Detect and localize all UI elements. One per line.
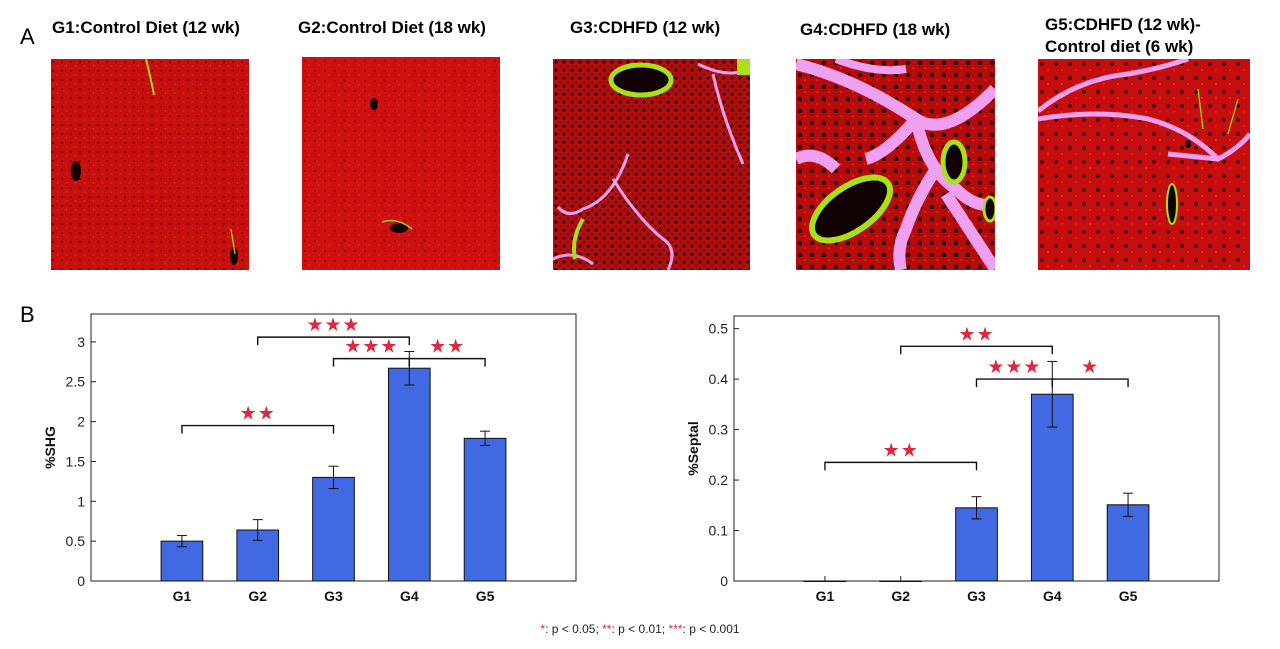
footnote-star-2: ** [602,622,612,636]
footnote-text-2: : p < 0.01; [611,622,669,636]
chart1-bar-g4 [387,367,431,582]
chart2-ytick-label-5: 0.5 [709,321,729,337]
chart2-significance-bracket-3 [1051,378,1129,388]
chart1-ytick-label-1: 0.5 [66,533,86,549]
chart1-xtick-label-g5: G5 [476,588,495,604]
liver-tissue-micrograph-cdhfd-18wk-icon [796,59,995,270]
chart1-significance-stars-1: ★★★ [306,314,360,336]
chart2-ytick-label-1: 0.1 [709,523,729,539]
image-title-g4: G4:CDHFD (18 wk) [800,20,951,39]
chart1-significance-stars-3: ★★ [429,336,465,358]
chart1-ytick-label-5: 2.5 [66,374,86,390]
chart2-significance-stars-3: ★ [1081,356,1099,378]
chart2-xtick-label-g5: G5 [1119,588,1138,604]
chart2-xtick-label-g2: G2 [891,588,910,604]
chart1-significance-bracket-1 [257,336,410,346]
chart1-significance-stars-2: ★★★ [344,336,398,358]
panel-label-a: A [20,24,35,49]
chart2-xtick-label-g1: G1 [816,588,835,604]
chart2-significance-stars-2: ★★★ [987,356,1041,378]
chart1-ylabel: %SHG [42,426,58,469]
chart2-bar-g2 [879,580,923,582]
chart2-xtick-label-g3: G3 [967,588,986,604]
chart2-significance-stars-1: ★★ [958,323,994,345]
image-title-g3: G3:CDHFD (12 wk) [570,18,721,37]
image-title-g2: G2:Control Diet (18 wk) [298,18,486,37]
chart2-ytick-label-4: 0.4 [709,371,729,387]
chart2-ytick-label-0: 0 [720,573,728,589]
liver-tissue-micrograph-cdhfd-recovery-icon [1038,59,1250,270]
chart1-xtick-label-g4: G4 [400,588,419,604]
chart1-xtick-label-g2: G2 [248,588,267,604]
chart2-ylabel: %Septal [685,421,701,475]
chart2-ytick-label-2: 0.2 [709,472,729,488]
chart1-ytick-label-6: 3 [77,334,85,350]
image-title-g5: G5:CDHFD (12 wk)- Control diet (6 wk) [1045,14,1201,58]
chart2-bar-g5 [1106,504,1150,582]
chart1-ytick-label-2: 1 [77,493,85,509]
chart2-significance-bracket-0 [824,461,978,471]
chart2-significance-bracket-1 [900,345,1053,355]
chart2-significance-bracket-2 [975,378,1053,388]
footnote-star-1: * [540,622,546,636]
chart1-ytick-label-3: 1.5 [66,453,86,469]
footnote-text-1: : p < 0.05; [545,622,603,636]
chart1-bar-g3 [312,476,355,582]
image-title-g1: G1:Control Diet (12 wk) [52,18,240,37]
liver-tissue-micrograph-control-18wk-icon [302,57,500,270]
chart1-ytick-label-4: 2 [77,414,85,430]
chart1-significance-bracket-0 [181,424,335,434]
chart2-xtick-label-g4: G4 [1043,588,1062,604]
liver-tissue-micrograph-cdhfd-12wk-icon [553,59,750,270]
panel-label-b: B [20,302,35,327]
chart2-ytick-label-3: 0.3 [709,422,729,438]
image-title-g5-line2: Control diet (6 wk) [1045,37,1194,56]
image-title-g5-line1: G5:CDHFD (12 wk)- [1045,15,1201,34]
footnote-star-3: *** [668,622,683,636]
chart1-significance-bracket-3 [408,357,486,367]
footnote-text-3: : p < 0.001 [682,622,740,636]
chart1-ytick-label-0: 0 [77,573,85,589]
chart1-xtick-label-g1: G1 [173,588,192,604]
chart1-xtick-label-g3: G3 [324,588,343,604]
chart2-significance-stars-0: ★★ [883,439,919,461]
chart1-bar-g5 [463,437,507,582]
liver-tissue-micrograph-control-12wk-icon [51,59,249,270]
chart2-bar-g3 [955,507,998,582]
chart1-significance-bracket-2 [332,357,410,367]
significance-footnote: *: p < 0.05; **: p < 0.01; ***: p < 0.00… [0,622,1280,636]
chart2-bar-g1 [803,580,847,582]
chart1-significance-stars-0: ★★ [240,403,276,425]
